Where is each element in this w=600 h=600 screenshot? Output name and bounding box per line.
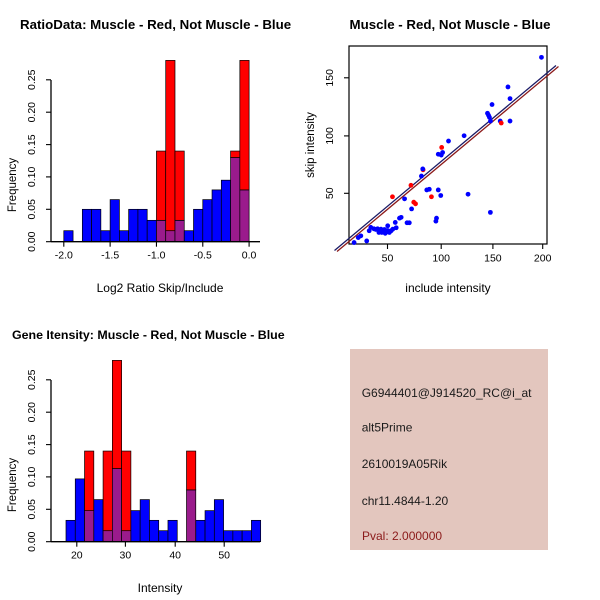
- svg-text:0.10: 0.10: [26, 167, 38, 188]
- svg-text:50: 50: [218, 550, 230, 562]
- svg-text:0.10: 0.10: [26, 467, 38, 488]
- svg-text:100: 100: [432, 253, 450, 265]
- svg-text:-1.0: -1.0: [147, 250, 165, 262]
- svg-text:0.15: 0.15: [26, 134, 38, 155]
- svg-text:G6944401@J914520_RC@i_at: G6944401@J914520_RC@i_at: [362, 386, 532, 400]
- svg-text:-1.5: -1.5: [101, 250, 119, 262]
- svg-text:0.05: 0.05: [26, 499, 38, 520]
- svg-text:Muscle - Red, Not Muscle - Blu: Muscle - Red, Not Muscle - Blue: [350, 17, 551, 32]
- svg-text:50: 50: [324, 187, 336, 199]
- svg-text:2610019A05Rik: 2610019A05Rik: [362, 457, 448, 471]
- svg-text:150: 150: [324, 69, 336, 87]
- svg-text:0.00: 0.00: [26, 231, 38, 252]
- svg-text:chr11.4844-1.20: chr11.4844-1.20: [362, 494, 449, 508]
- svg-text:0.05: 0.05: [26, 199, 38, 220]
- svg-text:0.0: 0.0: [242, 250, 257, 262]
- svg-text:Pval: 2.000000: Pval: 2.000000: [362, 529, 442, 543]
- svg-text:-0.5: -0.5: [194, 250, 212, 262]
- svg-text:100: 100: [324, 127, 336, 145]
- svg-text:0.20: 0.20: [26, 102, 38, 123]
- svg-text:Frequency: Frequency: [7, 458, 19, 513]
- svg-text:RatioData: Muscle - Red, Not M: RatioData: Muscle - Red, Not Muscle - Bl…: [20, 17, 291, 32]
- svg-text:Log2 Ratio Skip/Include: Log2 Ratio Skip/Include: [97, 281, 224, 295]
- svg-text:0.20: 0.20: [26, 402, 38, 423]
- svg-text:include intensity: include intensity: [405, 281, 490, 295]
- svg-text:50: 50: [382, 253, 394, 265]
- svg-text:Gene Itensity: Muscle - Red, N: Gene Itensity: Muscle - Red, Not Muscle …: [12, 328, 285, 342]
- svg-text:200: 200: [534, 253, 552, 265]
- svg-text:0.15: 0.15: [26, 434, 38, 455]
- svg-text:skip intensity: skip intensity: [305, 112, 317, 178]
- svg-text:alt5Prime: alt5Prime: [362, 420, 413, 434]
- svg-text:20: 20: [71, 550, 83, 562]
- svg-text:30: 30: [120, 550, 132, 562]
- svg-text:-2.0: -2.0: [55, 250, 73, 262]
- svg-text:150: 150: [484, 253, 502, 265]
- svg-text:0.00: 0.00: [26, 531, 38, 552]
- svg-text:0.25: 0.25: [26, 69, 38, 90]
- svg-text:Intensity: Intensity: [138, 581, 183, 595]
- svg-text:40: 40: [169, 550, 181, 562]
- svg-text:0.25: 0.25: [26, 369, 38, 390]
- svg-text:Frequency: Frequency: [7, 158, 19, 213]
